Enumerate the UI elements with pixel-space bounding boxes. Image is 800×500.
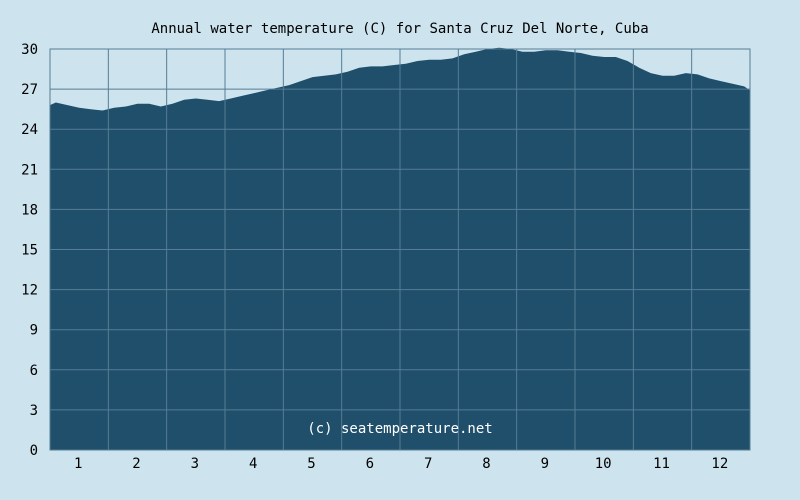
x-tick-label: 5 [307,456,315,472]
x-tick-label: 11 [653,456,670,472]
y-tick-label: 6 [30,363,38,379]
y-tick-label: 24 [21,122,38,138]
chart-title: Annual water temperature (C) for Santa C… [151,21,648,37]
y-tick-label: 12 [21,283,38,299]
y-tick-label: 0 [30,443,38,459]
y-tick-label: 15 [21,243,38,259]
plot-border [49,48,751,451]
y-tick-label: 30 [21,42,38,58]
x-tick-label: 3 [191,456,199,472]
y-tick-label: 27 [21,82,38,98]
y-axis: 0 3 6 9 12 15 18 21 24 27 30 [21,42,38,459]
x-tick-label: 9 [541,456,549,472]
x-tick-label: 10 [595,456,612,472]
watermark: (c) seatemperature.net [307,421,492,437]
y-tick-label: 3 [30,403,38,419]
x-tick-label: 6 [366,456,374,472]
y-tick-label: 9 [30,323,38,339]
x-tick-label: 1 [74,456,82,472]
x-tick-label: 4 [249,456,257,472]
y-tick-label: 21 [21,162,38,178]
x-axis: 1 2 3 4 5 6 7 8 9 10 11 12 [74,456,728,472]
x-tick-label: 7 [424,456,432,472]
grid-lines [49,48,751,451]
x-tick-label: 8 [482,456,490,472]
x-tick-label: 2 [132,456,140,472]
x-tick-label: 12 [711,456,728,472]
y-tick-label: 18 [21,202,38,218]
